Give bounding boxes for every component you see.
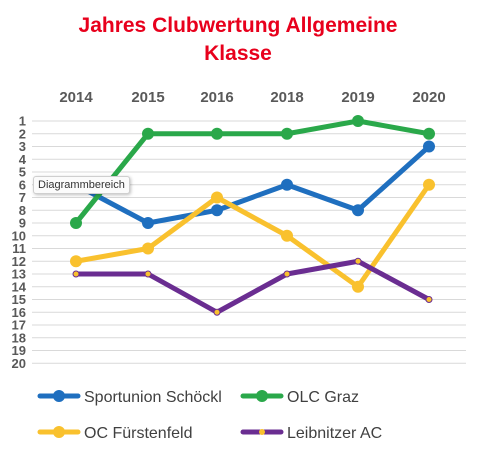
legend-swatch-marker-oc-furstenfeld [53,426,65,438]
legend-swatch-marker-sportunion-schockl [53,390,65,402]
data-point-leibnitzer-ac [283,270,291,278]
y-tick-label: 16 [12,305,26,320]
data-point-olc-graz [352,115,364,127]
data-point-olc-graz [70,217,82,229]
legend-swatch-marker-leibnitzer-ac [259,429,265,435]
y-tick-label: 15 [12,292,26,307]
data-point-leibnitzer-ac [354,257,362,265]
x-tick-label: 2020 [412,89,445,106]
y-tick-label: 1 [19,114,26,129]
y-tick-label: 7 [19,190,26,205]
data-point-sportunion-schockl [281,178,293,191]
data-point-sportunion-schockl [423,140,435,153]
y-tick-label: 10 [12,228,26,243]
series-line-sportunion-schockl [73,144,432,226]
data-point-oc-furstenfeld [352,280,364,293]
legend-label-sportunion-schockl: Sportunion Schöckl [84,389,222,406]
data-point-sportunion-schockl [142,217,154,229]
y-tick-label: 4 [19,152,27,167]
data-point-olc-graz [423,127,435,140]
legend-swatch-marker-olc-graz [256,390,268,402]
y-tick-label: 13 [12,267,26,282]
chart-title-line: Klasse [204,42,272,65]
y-tick-label: 9 [19,216,26,231]
y-tick-label: 8 [19,203,26,218]
data-point-leibnitzer-ac [425,296,433,303]
x-tick-label: 2015 [131,89,164,106]
data-point-sportunion-schockl [352,204,364,217]
x-tick-label: 2018 [270,89,303,106]
y-tick-label: 5 [19,165,26,180]
x-tick-label: 2019 [341,89,374,106]
y-tick-label: 12 [12,254,26,269]
legend-label-leibnitzer-ac: Leibnitzer AC [287,425,382,442]
y-tick-label: 14 [12,279,27,294]
data-point-oc-furstenfeld [70,255,82,268]
legend-label-olc-graz: OLC Graz [287,389,359,406]
y-tick-label: 2 [19,126,26,141]
y-tick-label: 19 [12,343,26,358]
x-tick-label: 2016 [200,89,233,106]
data-point-leibnitzer-ac [144,270,152,278]
data-point-oc-furstenfeld [423,178,435,191]
y-tick-label: 6 [19,177,26,192]
legend-label-oc-furstenfeld: OC Fürstenfeld [84,425,192,442]
chart-title-line: Jahres Clubwertung Allgemeine [79,14,398,37]
x-tick-label: 2014 [59,89,93,106]
data-point-sportunion-schockl [211,204,223,217]
data-point-leibnitzer-ac [213,308,221,316]
series-line-leibnitzer-ac [73,258,432,315]
data-point-oc-furstenfeld [211,191,223,204]
y-tick-label: 20 [12,356,26,371]
data-point-oc-furstenfeld [281,229,293,242]
series-line-olc-graz [73,118,432,226]
y-tick-label: 3 [19,139,26,154]
data-point-oc-furstenfeld [142,242,154,255]
data-point-leibnitzer-ac [72,270,80,278]
data-point-olc-graz [142,127,154,140]
y-tick-label: 11 [12,241,26,256]
y-tick-label: 17 [12,318,26,333]
data-point-olc-graz [281,127,293,140]
y-tick-label: 18 [12,330,26,345]
chart-area-tooltip: Diagrammbereich [33,176,130,194]
data-point-olc-graz [211,127,223,140]
